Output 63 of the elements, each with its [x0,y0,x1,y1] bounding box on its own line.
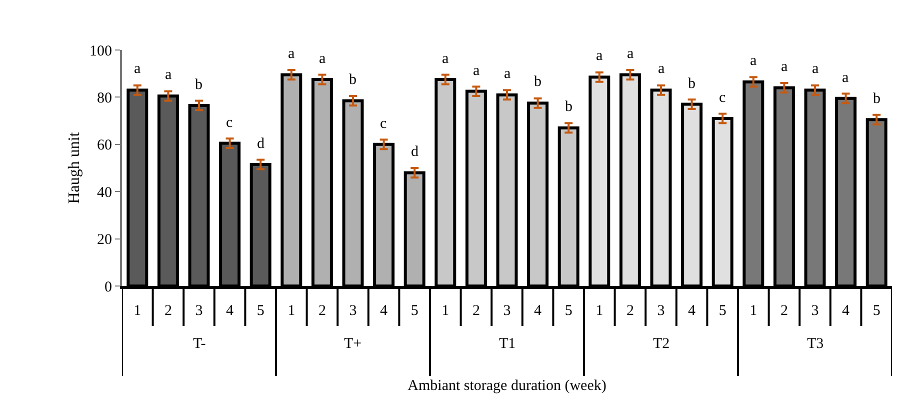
data-label: b [195,77,202,93]
data-label: a [473,63,480,79]
data-label: a [842,70,849,86]
data-label: b [873,91,880,107]
x-tick-label: 3 [195,303,203,319]
x-tick-label: 3 [811,303,819,319]
data-label: a [658,61,665,77]
y-tick-label: 20 [97,232,112,248]
y-tick-label: 100 [90,43,112,60]
y-tick-label: 60 [97,138,112,154]
data-label: a [134,61,141,77]
x-tick-label: 1 [442,303,450,319]
x-tick-label: 5 [256,303,264,319]
x-tick-label: 1 [288,303,296,319]
x-tick-label: 1 [596,303,604,319]
data-label: a [288,46,295,62]
x-tick-label: 4 [534,303,542,319]
y-axis-title: Haugh unit [66,132,83,204]
text: T+ [344,336,362,352]
text: T- [193,336,206,352]
x-tick-label: 4 [380,303,388,319]
data-label: d [257,136,265,152]
data-label: a [781,59,788,75]
text: T1 [499,336,516,352]
x-axis-title: Ambiant storage duration (week) [408,378,606,394]
data-label: a [627,46,634,62]
data-label: a [750,53,757,69]
y-tick-label: 80 [97,90,112,106]
data-label: a [165,67,172,83]
x-tick-label: 2 [318,303,326,319]
data-label: b [565,99,572,115]
x-tick-label: 3 [657,303,665,319]
data-label: c [226,115,233,131]
x-tick-label: 5 [564,303,572,319]
data-label: a [812,61,819,77]
data-label: a [319,51,326,67]
text: T3 [807,336,824,352]
x-tick-label: 5 [410,303,418,319]
x-tick-label: 2 [780,303,788,319]
data-label: b [534,74,542,90]
x-tick-label: 1 [750,303,758,319]
data-label: d [411,144,419,160]
data-label: a [596,48,603,64]
x-tick-label: 2 [472,303,480,319]
x-tick-label: 4 [226,303,234,319]
x-tick-label: 3 [503,303,511,319]
data-label: a [504,66,511,82]
x-tick-label: 5 [718,303,726,319]
x-tick-label: 4 [842,303,850,319]
x-tick-label: 4 [688,303,696,319]
data-label: c [380,116,387,132]
data-label: b [688,76,696,92]
data-label: b [349,72,356,88]
x-tick-label: 2 [626,303,634,319]
x-tick-label: 3 [349,303,357,319]
x-tick-label: 2 [164,303,172,319]
y-tick-label: 0 [104,279,112,296]
data-label: c [719,90,726,106]
x-tick-label: 5 [872,303,880,319]
text: T2 [653,336,670,352]
y-tick-label: 40 [97,184,112,201]
x-tick-label: 1 [134,303,142,319]
data-label: a [442,51,449,67]
